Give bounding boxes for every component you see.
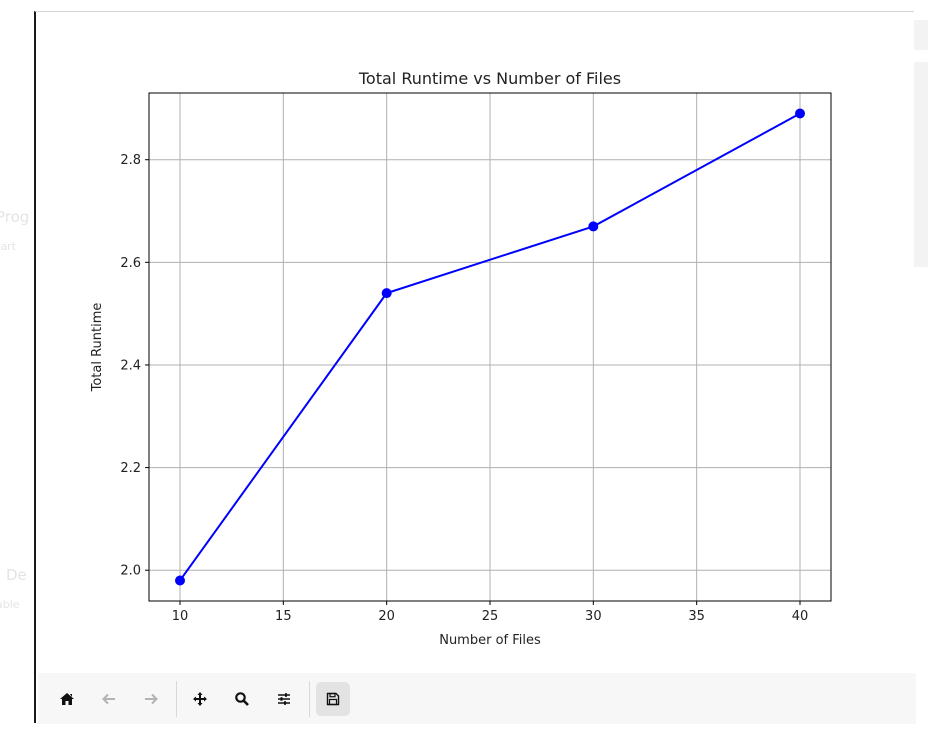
x-tick-label: 35 bbox=[688, 609, 705, 624]
pan-button[interactable] bbox=[183, 682, 217, 716]
figure-canvas: 10 15 20 25 30 35 40 2.0 2.2 2.4 2.6 2.8 Total Runt… bbox=[36, 12, 914, 673]
y-tick-label: 2.4 bbox=[120, 358, 141, 373]
x-axis-label: Number of Files bbox=[439, 633, 541, 648]
sliders-icon bbox=[278, 692, 290, 705]
x-tick-label: 25 bbox=[482, 609, 499, 624]
data-point-marker bbox=[795, 108, 805, 119]
x-tick-label: 30 bbox=[585, 609, 602, 624]
series-line bbox=[179, 112, 801, 582]
home-button[interactable] bbox=[50, 682, 84, 716]
save-button[interactable] bbox=[316, 681, 350, 716]
home-icon bbox=[60, 692, 74, 705]
background-panel-right-2 bbox=[914, 62, 928, 267]
magnifier-icon bbox=[235, 691, 249, 706]
chart-title: Total Runtime vs Number of Files bbox=[358, 69, 621, 88]
save-icon bbox=[326, 692, 340, 705]
forward-button[interactable] bbox=[134, 682, 168, 716]
y-tick-label: 2.2 bbox=[120, 461, 141, 476]
x-tick-label: 40 bbox=[792, 609, 809, 624]
x-tick-label: 20 bbox=[378, 609, 395, 624]
x-tick-label: 10 bbox=[172, 609, 189, 624]
figure-background bbox=[36, 12, 914, 673]
grid-lines bbox=[149, 93, 831, 601]
y-tick-label: 2.0 bbox=[120, 564, 141, 579]
data-point-marker bbox=[381, 288, 392, 299]
arrow-right-icon bbox=[145, 693, 158, 704]
y-tick-label: 2.8 bbox=[120, 153, 141, 168]
navigation-toolbar bbox=[38, 673, 916, 724]
x-tick-label: 15 bbox=[275, 609, 292, 624]
y-tick-label: 2.6 bbox=[120, 256, 141, 271]
zoom-button[interactable] bbox=[225, 682, 259, 716]
background-panel-right bbox=[914, 20, 928, 50]
background-ghost-text-2: tart bbox=[0, 240, 16, 253]
data-point-marker bbox=[588, 221, 599, 232]
configure-subplots-button[interactable] bbox=[267, 682, 301, 716]
background-ghost-text-4: able bbox=[0, 598, 20, 611]
plot-window: 10 15 20 25 30 35 40 2.0 2.2 2.4 2.6 2.8 Total Runt… bbox=[34, 11, 916, 724]
toolbar-separator bbox=[176, 680, 177, 717]
move-icon bbox=[193, 691, 207, 706]
data-point-marker bbox=[175, 575, 185, 586]
background-ghost-text-3: De bbox=[6, 566, 27, 584]
series-line-group bbox=[175, 108, 805, 586]
arrow-left-icon bbox=[102, 693, 115, 704]
back-button[interactable] bbox=[92, 682, 126, 716]
y-axis-label: Total Runtime bbox=[90, 303, 105, 393]
toolbar-separator bbox=[309, 680, 310, 717]
background-ghost-text-1: Prog bbox=[0, 208, 30, 226]
axis-ticks: 10 15 20 25 30 35 40 2.0 2.2 2.4 2.6 2.8 bbox=[120, 153, 808, 624]
